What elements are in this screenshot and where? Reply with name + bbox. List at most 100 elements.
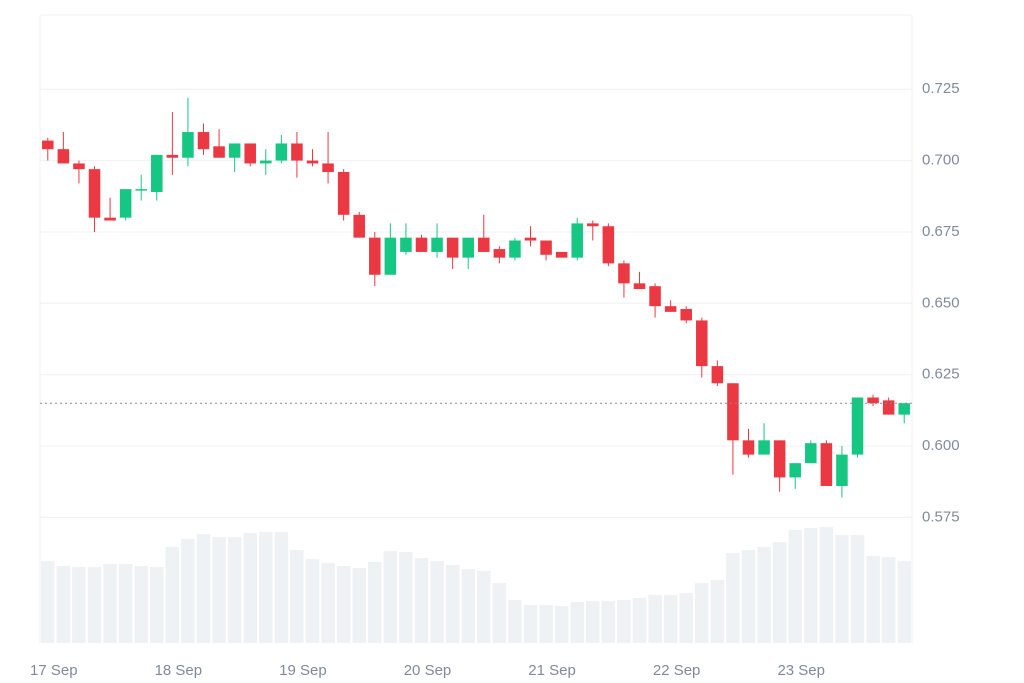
candle-body [462, 237, 474, 258]
volume-bar [118, 564, 133, 643]
y-tick-label: 0.675 [922, 223, 960, 240]
candle-body [742, 440, 755, 455]
volume-bar [181, 539, 195, 643]
candle-body [680, 309, 692, 321]
volume-bar [695, 583, 709, 643]
volume-bar [259, 532, 273, 643]
candle-body [415, 237, 428, 252]
candle-body [758, 440, 770, 455]
candle-body [446, 237, 459, 258]
volume-bar [274, 532, 289, 643]
volume-bar [835, 535, 849, 643]
candle-body [478, 237, 490, 252]
volume-bar [56, 566, 71, 643]
candle-body [805, 443, 817, 464]
candle-body [789, 463, 801, 478]
volume-bar [523, 605, 538, 643]
candle-body [633, 283, 646, 290]
candle-body [696, 320, 708, 367]
candle-body [649, 286, 661, 307]
volume-bar [103, 564, 117, 643]
volume-bar [445, 565, 460, 643]
candle-body [384, 237, 397, 275]
volume-bar [72, 567, 86, 643]
x-tick-label: 23 Sep [777, 662, 825, 679]
candle-body [42, 140, 54, 150]
volume-bar [710, 580, 725, 643]
candle-body [213, 146, 225, 158]
candle-body [369, 237, 381, 275]
candle-body [337, 172, 350, 215]
candle-body [166, 154, 179, 158]
volume-bar [305, 559, 320, 643]
candle-body [275, 143, 288, 161]
y-tick-label: 0.625 [922, 366, 960, 383]
volume-bar [757, 547, 771, 643]
candle-body [88, 169, 101, 218]
volume-bar [41, 561, 55, 643]
volume-bar [772, 542, 787, 643]
y-tick-label: 0.600 [922, 437, 960, 454]
candle-body [618, 263, 630, 284]
volume-bar [663, 595, 678, 643]
volume-bar [321, 563, 335, 643]
candle-body [727, 383, 739, 441]
x-tick-label: 19 Sep [279, 662, 327, 679]
volume-bar [150, 567, 164, 643]
candle-body [104, 217, 116, 221]
candle-body [306, 160, 319, 164]
volume-bar [539, 605, 553, 643]
candle-body [820, 443, 833, 486]
volume-bar [492, 583, 507, 643]
y-tick-label: 0.650 [922, 294, 960, 311]
candle-body [244, 143, 256, 164]
y-tick-label: 0.575 [922, 508, 960, 525]
candle-body [119, 189, 132, 218]
candle-body [431, 237, 443, 252]
x-tick-label: 18 Sep [155, 662, 203, 679]
volume-bar [741, 550, 756, 643]
candle-body [836, 454, 848, 486]
volume-bar [881, 557, 896, 643]
volume-bar [87, 567, 102, 643]
volume-bar [586, 601, 600, 643]
candle-body [197, 132, 210, 150]
candle-body [135, 189, 147, 191]
volume-bar [336, 566, 351, 643]
volume-bar [165, 547, 180, 643]
candle-body [57, 149, 70, 164]
candle-body [898, 403, 910, 415]
volume-bar [399, 552, 413, 643]
candle-body [524, 237, 537, 241]
candle-body [182, 132, 194, 158]
candle-body [400, 237, 412, 252]
volume-bar [679, 593, 693, 643]
volume-bar [430, 561, 444, 643]
candle-body [260, 160, 272, 164]
candle-body [664, 306, 677, 312]
x-tick-label: 17 Sep [30, 662, 78, 679]
volume-bar [897, 561, 911, 643]
candle-body [509, 240, 521, 258]
candle-body [571, 223, 583, 258]
x-tick-label: 21 Sep [528, 662, 576, 679]
candle-body [228, 143, 241, 158]
candle-body [602, 226, 615, 264]
candle-body [773, 440, 786, 478]
volume-bar [819, 527, 834, 643]
volume-bar [601, 601, 616, 643]
volume-bar [508, 600, 522, 643]
volume-bar [134, 566, 148, 643]
candle-body [322, 163, 334, 172]
candle-body [882, 400, 895, 415]
candle-body [851, 397, 864, 455]
volume-bar [368, 562, 382, 643]
candle-body [73, 163, 85, 170]
y-tick-label: 0.700 [922, 152, 960, 169]
volume-bar [227, 537, 242, 643]
volume-bar [726, 553, 740, 643]
volume-bar [477, 571, 491, 643]
volume-bar [414, 558, 429, 643]
